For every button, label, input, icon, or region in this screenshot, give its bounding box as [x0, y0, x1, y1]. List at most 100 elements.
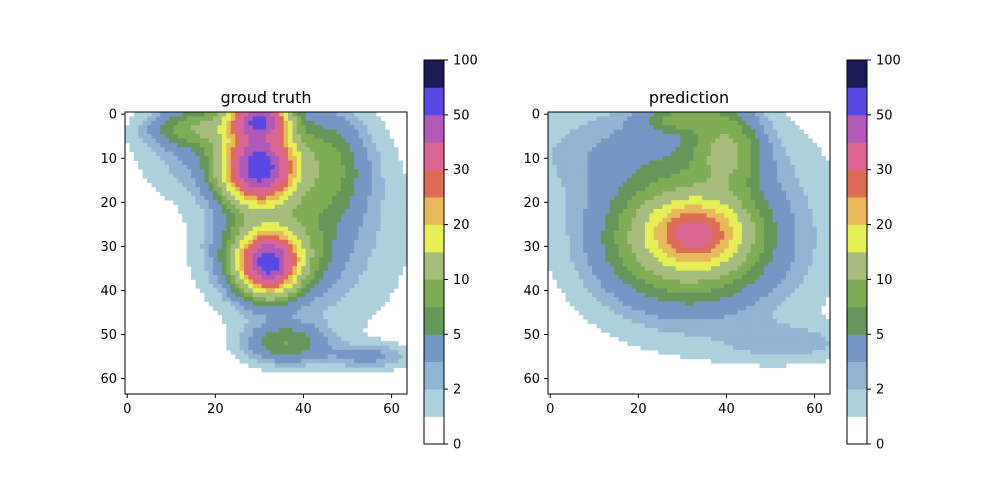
- heatmap-cell: [296, 112, 302, 117]
- heatmap-cell: [614, 217, 619, 223]
- heatmap-cell: [349, 336, 355, 342]
- heatmap-cell: [781, 151, 787, 157]
- heatmap-cell: [644, 125, 650, 131]
- heatmap-cell: [261, 186, 267, 192]
- heatmap-cell: [393, 222, 399, 227]
- heatmap-cell: [199, 129, 205, 135]
- heatmap-cell: [199, 164, 205, 170]
- heatmap-cell: [195, 151, 201, 157]
- heatmap-cell: [261, 217, 267, 223]
- heatmap-cell: [345, 208, 351, 214]
- heatmap-cell: [239, 191, 245, 197]
- heatmap-cell: [270, 208, 276, 214]
- heatmap-cell: [349, 314, 355, 320]
- heatmap-cell: [318, 134, 324, 139]
- heatmap-cell: [565, 164, 571, 170]
- heatmap-cell: [230, 235, 236, 241]
- heatmap-cell: [777, 120, 782, 126]
- heatmap-cell: [587, 138, 593, 144]
- heatmap-cell: [666, 125, 672, 131]
- heatmap-cell: [283, 327, 289, 333]
- heatmap-cell: [283, 120, 289, 126]
- heatmap-cell: [332, 116, 337, 122]
- heatmap-cell: [627, 160, 633, 166]
- heatmap-cell: [349, 270, 355, 276]
- heatmap-cell: [138, 129, 144, 135]
- heatmap-cell: [702, 151, 708, 157]
- heatmap-cell: [702, 217, 708, 223]
- heatmap-cell: [600, 129, 606, 135]
- heatmap-cell: [327, 125, 333, 131]
- heatmap-cell: [252, 257, 258, 263]
- heatmap-cell: [799, 244, 804, 249]
- heatmap-cell: [737, 208, 743, 214]
- heatmap-cell: [728, 160, 734, 166]
- heatmap-cell: [345, 112, 351, 117]
- heatmap-cell: [362, 208, 368, 214]
- heatmap-cell: [177, 138, 183, 144]
- heatmap-cell: [680, 230, 685, 236]
- heatmap-cell: [631, 195, 637, 201]
- heatmap-cell: [318, 301, 324, 307]
- heatmap-cell: [794, 244, 800, 249]
- heatmap-cell: [702, 156, 708, 161]
- heatmap-cell: [221, 253, 227, 258]
- heatmap-cell: [768, 134, 774, 139]
- heatmap-cell: [376, 367, 381, 373]
- heatmap-cell: [221, 310, 227, 316]
- heatmap-cell: [746, 217, 752, 223]
- heatmap-cell: [821, 164, 826, 170]
- heatmap-cell: [221, 230, 227, 236]
- heatmap-cell: [305, 226, 311, 232]
- heatmap-cell: [142, 169, 148, 175]
- heatmap-cell: [693, 134, 699, 139]
- heatmap-cell: [711, 204, 716, 210]
- heatmap-cell: [715, 147, 721, 153]
- heatmap-cell: [393, 200, 399, 205]
- heatmap-cell: [261, 270, 267, 276]
- heatmap-cell: [384, 178, 390, 183]
- heatmap-cell: [790, 253, 796, 258]
- heatmap-cell: [741, 120, 747, 126]
- heatmap-cell: [807, 217, 813, 223]
- heatmap-cell: [186, 230, 192, 236]
- heatmap-cell: [301, 367, 307, 373]
- heatmap-cell: [653, 116, 659, 122]
- heatmap-cell: [609, 204, 615, 210]
- heatmap-cell: [389, 367, 395, 373]
- heatmap-cell: [217, 270, 223, 276]
- heatmap-cell: [252, 208, 258, 214]
- heatmap-cell: [649, 156, 655, 161]
- heatmap-cell: [230, 288, 236, 294]
- heatmap-cell: [600, 125, 606, 131]
- heatmap-cell: [640, 156, 646, 161]
- heatmap-cell: [261, 292, 267, 298]
- heatmap-cell: [327, 195, 333, 201]
- heatmap-cell: [649, 186, 655, 192]
- heatmap-cell: [305, 191, 311, 197]
- heatmap-cell: [261, 279, 267, 285]
- heatmap-cell: [702, 244, 708, 249]
- heatmap-cell: [208, 230, 214, 236]
- heatmap-cell: [226, 182, 232, 188]
- heatmap-cell: [204, 120, 210, 126]
- heatmap-cell: [283, 358, 289, 364]
- heatmap-cell: [261, 164, 267, 170]
- heatmap-cell: [296, 257, 302, 263]
- heatmap-cell: [226, 230, 232, 236]
- heatmap-cell: [772, 186, 778, 192]
- heatmap-cell: [204, 248, 210, 254]
- heatmap-cell: [173, 164, 179, 170]
- heatmap-cell: [627, 156, 633, 161]
- heatmap-cell: [292, 169, 298, 175]
- heatmap-cell: [296, 178, 302, 183]
- heatmap-cell: [570, 191, 575, 197]
- heatmap-cell: [587, 191, 593, 197]
- heatmap-cell: [239, 358, 245, 364]
- heatmap-cell: [675, 244, 681, 249]
- heatmap-cell: [609, 253, 615, 258]
- heatmap-cell: [362, 213, 368, 219]
- heatmap-cell: [605, 134, 611, 139]
- heatmap-cell: [349, 323, 355, 329]
- heatmap-cell: [292, 275, 298, 280]
